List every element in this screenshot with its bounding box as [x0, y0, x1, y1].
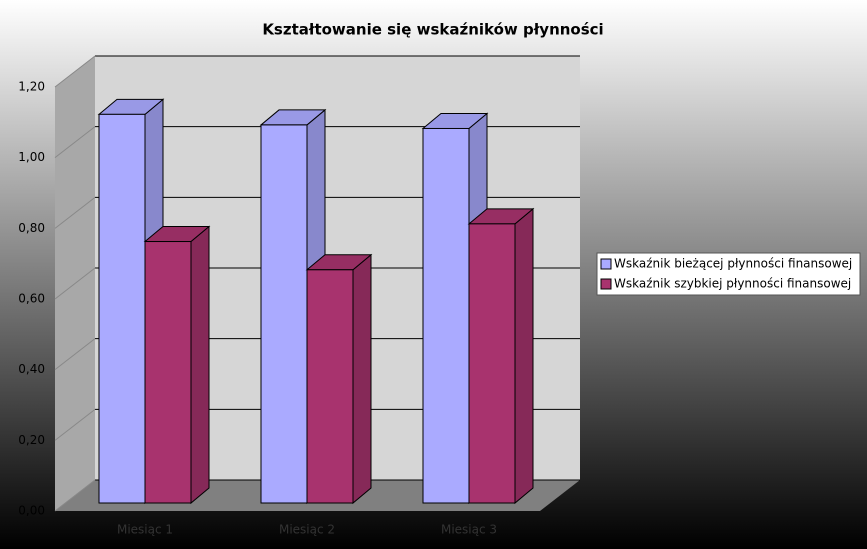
chart-title: Kształtowanie się wskaźników płynności: [262, 21, 603, 39]
legend: [596, 252, 861, 296]
y-tick-label: 0,80: [18, 221, 45, 235]
legend-swatch: [600, 258, 612, 270]
grid-line-wall: [54, 196, 96, 229]
grid-line-wall: [54, 479, 96, 512]
legend-swatch: [600, 278, 612, 290]
grid-line-wall: [54, 338, 96, 371]
bar: [467, 207, 535, 505]
bar-front: [144, 241, 192, 504]
y-tick-label: 0,40: [18, 362, 45, 376]
x-tick-label: Miesiąc 2: [279, 523, 335, 537]
bar-front: [306, 269, 354, 504]
bar: [305, 253, 373, 505]
bar-side: [514, 207, 534, 505]
y-tick-label: 1,20: [18, 80, 45, 94]
legend-label: Wskaźnik szybkiej płynności finansowej: [614, 277, 851, 291]
y-tick-label: 0,20: [18, 433, 45, 447]
bar: [143, 225, 211, 505]
x-tick-label: Miesiąc 1: [117, 523, 173, 537]
bar-front: [468, 223, 516, 504]
bar-side: [190, 225, 210, 505]
x-tick-label: Miesiąc 3: [441, 523, 497, 537]
grid-line-wall: [54, 55, 96, 88]
y-tick-label: 0,00: [18, 504, 45, 518]
grid-line-wall: [54, 408, 96, 441]
bar-front: [422, 127, 470, 504]
grid-line-wall: [54, 126, 96, 159]
bar-side: [352, 253, 372, 505]
bar-front: [98, 113, 146, 504]
grid-line-wall: [54, 267, 96, 300]
y-tick-label: 0,60: [18, 292, 45, 306]
bar-front: [260, 124, 308, 504]
y-tick-label: 1,00: [18, 150, 45, 164]
legend-label: Wskaźnik bieżącej płynności finansowej: [614, 257, 852, 271]
